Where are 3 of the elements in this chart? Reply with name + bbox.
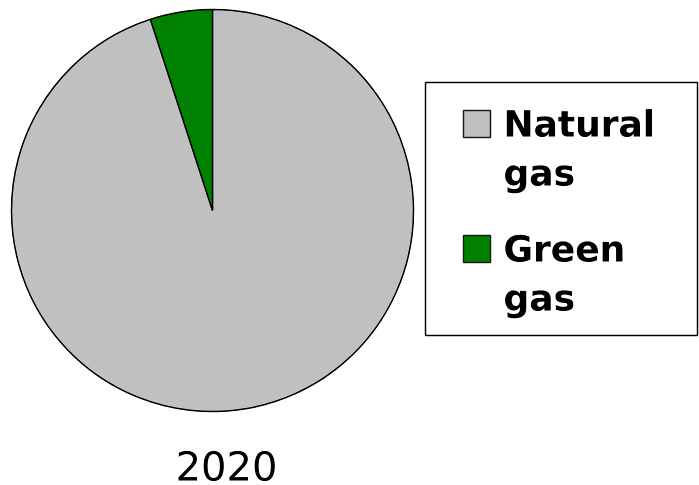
legend-label: Green gas — [504, 230, 626, 320]
legend-label: Natural gas — [504, 104, 656, 195]
text: 2020 — [176, 444, 278, 485]
